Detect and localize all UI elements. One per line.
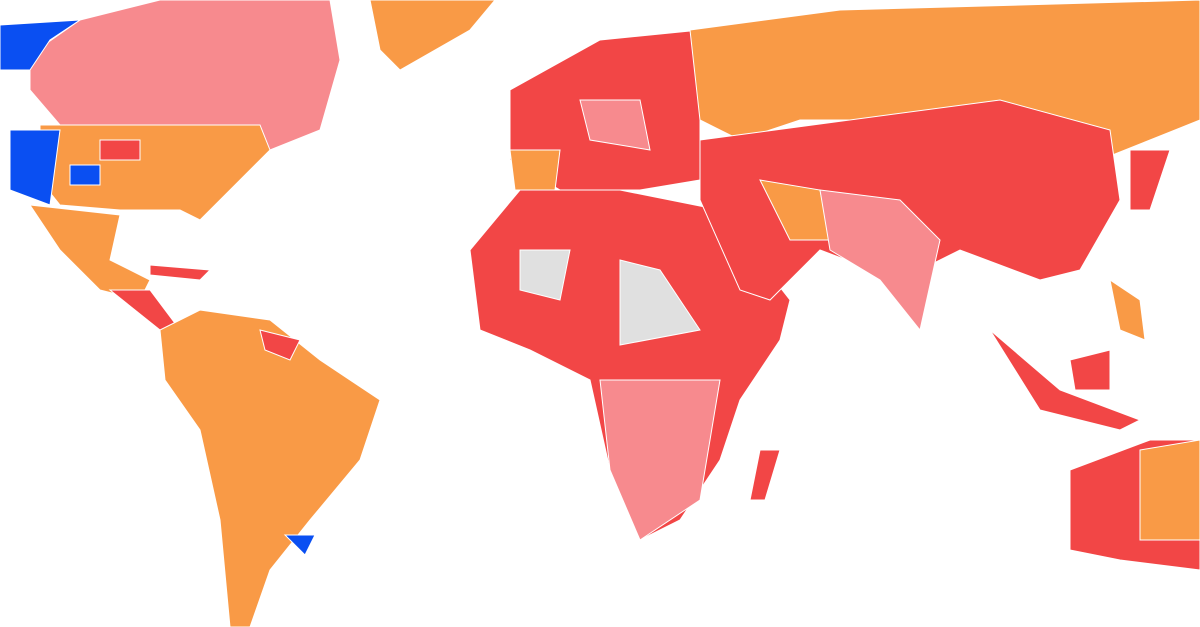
southern-africa — [599, 379, 721, 541]
caribbean — [149, 264, 212, 281]
india — [819, 189, 941, 332]
australia-east — [1139, 439, 1200, 541]
us-west-coast — [9, 129, 61, 206]
europe-central — [579, 99, 651, 151]
mexico — [28, 204, 151, 301]
chad-sudan — [619, 259, 701, 346]
iberia — [509, 149, 561, 191]
philippines — [1109, 278, 1146, 341]
us-state — [99, 139, 141, 161]
us-state — [69, 164, 101, 186]
guianas — [259, 329, 301, 361]
greenland — [369, 0, 496, 71]
uruguay — [283, 534, 316, 556]
southeast-asia — [989, 329, 1142, 431]
central-america — [108, 289, 181, 331]
japan — [1129, 149, 1171, 211]
asia — [699, 99, 1121, 301]
madagascar — [749, 449, 781, 501]
borneo — [1069, 349, 1111, 391]
canada — [29, 0, 341, 151]
alaska — [0, 19, 82, 71]
south-america — [159, 309, 381, 627]
western-sahara — [519, 249, 571, 301]
